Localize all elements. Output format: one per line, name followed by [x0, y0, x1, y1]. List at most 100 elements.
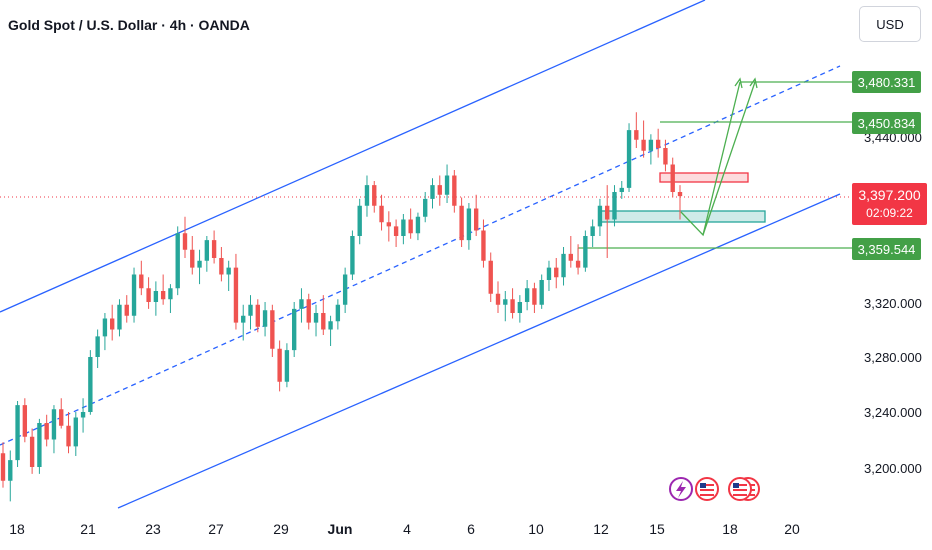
candle-bearish [408, 219, 413, 234]
drawing-layer [0, 0, 852, 509]
level-label-target-1: 3,450.834 [852, 112, 921, 134]
candle-bearish [568, 253, 573, 261]
candle-bearish [44, 423, 49, 440]
candle-bearish [495, 293, 501, 305]
candle-bullish [226, 267, 231, 275]
candle-bearish [146, 288, 151, 302]
time-tick: 29 [273, 521, 289, 537]
candle-bullish [444, 175, 450, 195]
candle-bullish [430, 185, 435, 199]
candle-bullish [546, 267, 552, 280]
candle-bullish [415, 216, 421, 234]
level-label-target-2: 3,480.331 [852, 71, 921, 93]
candle-bearish [532, 288, 537, 305]
candle-bullish [197, 260, 202, 268]
chart-title: Gold Spot / U.S. Dollar · 4h · OANDA [8, 17, 250, 33]
us-flag-icon[interactable] [728, 477, 752, 501]
candle-bearish [321, 313, 326, 330]
time-tick: 18 [722, 521, 738, 537]
candle-bearish [59, 409, 64, 426]
candle-bearish [22, 405, 28, 437]
projection-path-2 [702, 81, 756, 236]
projection-arrowhead-2 [749, 77, 758, 89]
candle-bearish [670, 164, 675, 192]
channel-mid-line [0, 65, 841, 446]
candle-bullish [590, 226, 595, 236]
candle-bullish [299, 299, 304, 309]
candle-bearish [255, 304, 260, 327]
candle-bullish [313, 313, 319, 323]
candle-bullish [342, 274, 348, 305]
candle-bearish [160, 291, 166, 300]
candle-bullish [131, 274, 137, 316]
candle-bearish [66, 425, 71, 447]
candle-bullish [102, 318, 108, 337]
candle-bearish [270, 310, 275, 349]
candle-bullish [262, 310, 268, 327]
resistance-zone [659, 172, 749, 183]
us-flag-icon[interactable] [695, 477, 719, 501]
candle-bearish [0, 453, 6, 481]
candle-bullish [284, 350, 290, 382]
lightning-icon[interactable] [669, 477, 693, 501]
candle-bearish [277, 348, 282, 382]
candle-bearish [641, 139, 646, 151]
candle-bearish [575, 260, 581, 268]
candle-bullish [364, 185, 370, 206]
candle-bearish [510, 299, 515, 313]
candle-bearish [459, 205, 464, 241]
candle-bearish [211, 240, 217, 258]
candle-bullish [612, 192, 617, 220]
candle-bullish [88, 357, 93, 412]
candle-bullish [466, 208, 472, 241]
candle-bullish [37, 423, 42, 467]
candle-bearish [663, 148, 668, 165]
candle-bearish [29, 436, 35, 467]
candle-bullish [583, 236, 588, 268]
candle-bullish [8, 460, 13, 481]
price-tick: 3,320.000 [864, 296, 922, 311]
candle-bearish [634, 130, 639, 140]
candle-bearish [393, 226, 399, 236]
candle-bearish [124, 304, 129, 316]
time-tick: 6 [467, 521, 475, 537]
candle-bullish [73, 417, 78, 447]
candle-bullish [51, 409, 57, 440]
candle-bullish [175, 233, 180, 289]
candle-bearish [386, 222, 392, 227]
candle-bullish [80, 412, 86, 418]
candle-bearish [139, 274, 144, 289]
candle-countdown: 02:09:22 [866, 206, 913, 220]
candle-bullish [168, 288, 173, 300]
price-tick: 3,240.000 [864, 405, 922, 420]
candles-layer [0, 112, 683, 502]
time-tick: 10 [528, 521, 544, 537]
candle-bearish [110, 318, 115, 330]
candle-bearish [372, 185, 377, 206]
candle-bearish [437, 185, 442, 195]
candle-bullish [335, 304, 341, 322]
candle-bearish [379, 205, 384, 223]
price-tick: 3,200.000 [864, 461, 922, 476]
time-tick-month: Jun [327, 521, 353, 537]
candle-bullish [626, 130, 632, 188]
candle-bullish [15, 405, 20, 461]
time-tick: 4 [403, 521, 411, 537]
time-tick: 27 [208, 521, 224, 537]
candle-bullish [503, 299, 508, 305]
candle-bullish [153, 291, 159, 302]
time-tick: 21 [80, 521, 96, 537]
candle-bearish [233, 267, 239, 323]
time-tick: 12 [593, 521, 609, 537]
candle-bullish [357, 205, 362, 236]
current-price-tag: 3,397.200 02:09:22 [852, 183, 927, 225]
candle-bullish [539, 280, 544, 305]
channel-lower-line [117, 193, 841, 509]
candle-bearish [605, 205, 610, 220]
currency-button[interactable]: USD [859, 6, 921, 42]
candle-bullish [648, 139, 654, 151]
time-tick: 15 [649, 521, 665, 537]
candle-bullish [401, 219, 406, 236]
time-tick: 23 [145, 521, 161, 537]
